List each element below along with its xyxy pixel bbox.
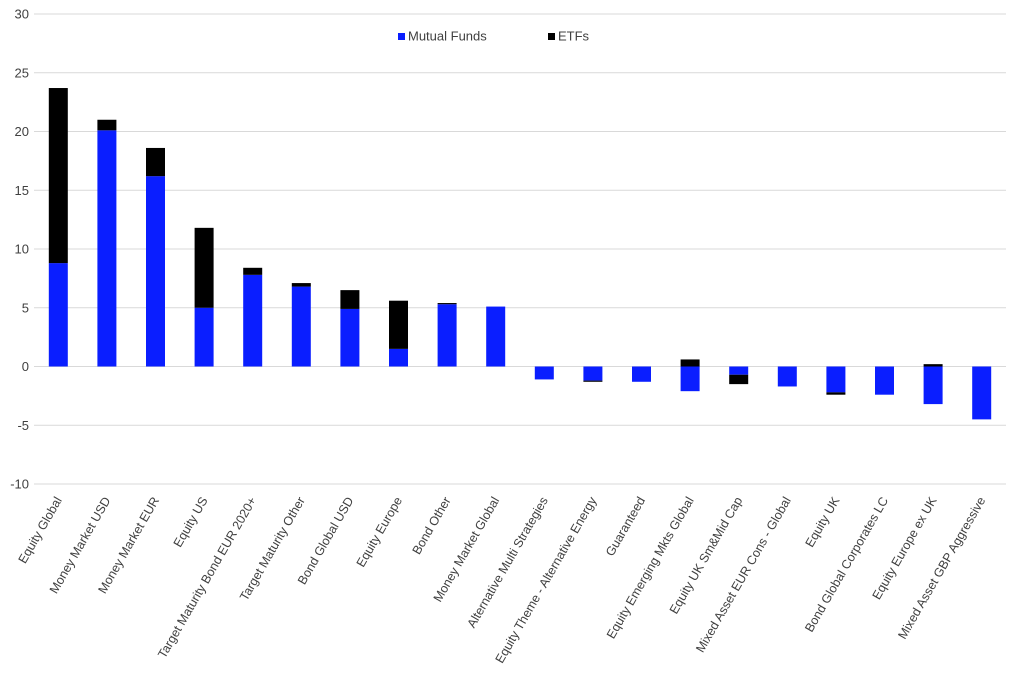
y-tick-label: 25 (15, 65, 29, 80)
bars (48, 88, 992, 420)
legend-label: Mutual Funds (408, 29, 487, 44)
bar-mutual-funds (632, 366, 651, 382)
y-tick-label: 20 (15, 124, 29, 139)
y-tick-label: -5 (17, 418, 29, 433)
category-label: Equity US (171, 495, 211, 550)
bar-etfs (389, 300, 408, 349)
bar-etfs (243, 267, 263, 275)
bar-etfs (729, 374, 749, 385)
legend-swatch (548, 33, 555, 40)
category-label: Target Maturity Bond EUR 2020+ (155, 495, 259, 661)
bar-mutual-funds (826, 366, 846, 393)
bar-mutual-funds (972, 366, 992, 420)
bar-etfs (437, 303, 457, 305)
bar-etfs (146, 147, 165, 177)
bar-etfs (48, 88, 68, 264)
bar-etfs (194, 227, 214, 308)
y-tick-label: 0 (22, 359, 29, 374)
bar-mutual-funds (583, 366, 603, 381)
category-label: Equity Europe (354, 494, 405, 569)
legend: Mutual Funds ETFs (398, 29, 590, 44)
bar-mutual-funds (923, 366, 943, 405)
y-tick-label: 15 (15, 183, 29, 198)
bar-mutual-funds (534, 366, 554, 380)
y-tick-label: 30 (15, 7, 29, 22)
category-label: Equity Theme - Alternative Energy (493, 494, 600, 666)
legend-swatch (398, 33, 405, 40)
bar-mutual-funds (389, 348, 408, 367)
bar-mutual-funds (97, 130, 117, 367)
category-label: Bond Global Corporates LC (802, 495, 891, 635)
bar-mutual-funds (291, 286, 311, 367)
y-tick-label: -10 (10, 477, 29, 492)
y-tick-label: 5 (22, 300, 29, 315)
y-tick-label: 10 (15, 242, 29, 257)
bar-etfs (340, 290, 360, 309)
bar-etfs (97, 119, 117, 131)
bar-mutual-funds (48, 263, 68, 367)
category-label: Equity Emerging Mkts Global (604, 495, 697, 642)
gridlines (34, 13, 1006, 485)
bar-etfs (583, 380, 603, 382)
bar-mutual-funds (486, 306, 506, 367)
bar-etfs (923, 364, 943, 367)
category-label: Mixed Asset EUR Cons - Global (693, 495, 794, 655)
legend-label: ETFs (558, 29, 590, 44)
bar-mutual-funds (680, 366, 700, 392)
category-label: Bond Other (410, 494, 454, 556)
bar-mutual-funds (437, 304, 457, 367)
bar-mutual-funds (729, 366, 749, 375)
category-label: Equity UK (803, 494, 843, 550)
bar-mutual-funds (146, 176, 165, 367)
bar-etfs (291, 283, 311, 287)
bar-mutual-funds (875, 366, 894, 395)
bar-mutual-funds (243, 274, 263, 367)
bar-etfs (680, 359, 700, 367)
category-label: Bond Global USD (295, 495, 356, 587)
bar-mutual-funds (777, 366, 797, 387)
category-label: Mixed Asset GBP Aggressive (895, 494, 988, 641)
category-label: Guaranteed (603, 494, 648, 558)
bar-etfs (826, 392, 846, 395)
bar-mutual-funds (194, 307, 214, 367)
bar-mutual-funds (340, 308, 360, 367)
category-label: Equity Global (16, 495, 65, 566)
y-axis-ticks: 30 25 20 15 10 5 0 -5 -10 (10, 7, 29, 492)
